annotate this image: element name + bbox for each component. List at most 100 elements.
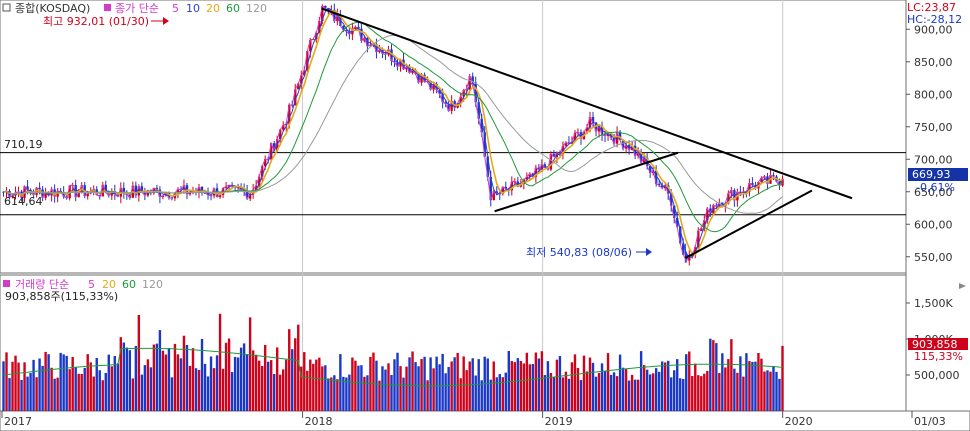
time-axis-ticks: 2017 2018 2019 2020 01/03 bbox=[1, 411, 946, 428]
volume-bar bbox=[742, 376, 745, 411]
volume-bar bbox=[351, 357, 354, 411]
ma-checkbox-icon[interactable] bbox=[104, 4, 111, 11]
volume-bar bbox=[327, 378, 330, 411]
volume-bar bbox=[697, 375, 700, 411]
volume-bar bbox=[513, 362, 517, 411]
volume-bar bbox=[32, 359, 35, 411]
ma60-label: 60 bbox=[226, 2, 240, 15]
candle bbox=[227, 185, 231, 187]
volume-bar bbox=[781, 345, 784, 411]
price-tick-label: 650,00 bbox=[914, 186, 953, 199]
level-614-label: 614,64 bbox=[4, 195, 43, 208]
volume-bar bbox=[727, 359, 730, 411]
volume-bar bbox=[606, 353, 610, 411]
volume-bar bbox=[615, 376, 619, 411]
volume-bar bbox=[122, 342, 126, 411]
volume-bar bbox=[227, 338, 231, 411]
level-710-label: 710,19 bbox=[4, 138, 43, 151]
volume-checkbox-icon[interactable] bbox=[3, 280, 10, 287]
candle bbox=[104, 184, 107, 193]
volume-bar bbox=[651, 373, 655, 411]
volume-bar bbox=[694, 363, 697, 411]
candle bbox=[248, 194, 252, 199]
trendlines bbox=[321, 7, 853, 259]
candle bbox=[2, 191, 5, 193]
candle bbox=[38, 187, 41, 190]
volume-bar bbox=[597, 372, 601, 411]
volume-bar bbox=[438, 364, 441, 411]
candle bbox=[501, 186, 504, 195]
volume-bar bbox=[600, 363, 604, 411]
price-legend: 종합(KOSDAQ) 종가 단순 5 10 20 60 120 bbox=[2, 2, 267, 15]
candle bbox=[417, 73, 420, 83]
volume-bar bbox=[459, 378, 462, 411]
volume-bar bbox=[206, 376, 210, 411]
ma120-line bbox=[3, 34, 783, 214]
volume-bar bbox=[558, 356, 562, 411]
volume-bar bbox=[633, 379, 637, 411]
price-tick-label: 600,00 bbox=[914, 218, 953, 231]
volume-bar bbox=[528, 364, 532, 411]
volume-bar bbox=[62, 354, 65, 411]
scroll-right-icon[interactable] bbox=[959, 283, 966, 289]
volume-bar bbox=[197, 369, 201, 411]
volume-bar bbox=[603, 371, 607, 411]
volume-bar bbox=[624, 369, 628, 411]
volume-bar bbox=[263, 344, 267, 411]
legend-checkbox-icon[interactable] bbox=[2, 3, 11, 12]
volume-bar bbox=[507, 350, 510, 411]
volume-bar bbox=[230, 372, 234, 411]
candle bbox=[272, 143, 276, 151]
volume-bar bbox=[498, 374, 501, 411]
volume-bar bbox=[516, 358, 520, 411]
candle bbox=[254, 185, 258, 190]
volume-bar bbox=[543, 375, 547, 411]
candle bbox=[155, 188, 159, 190]
volume-bar bbox=[5, 352, 8, 411]
vol-ma60-label: 60 bbox=[122, 278, 136, 291]
candle bbox=[564, 142, 568, 146]
candle bbox=[657, 183, 661, 186]
volume-bar bbox=[663, 362, 667, 411]
candle bbox=[471, 76, 474, 83]
volume-bar bbox=[20, 379, 23, 411]
volume-bar bbox=[703, 373, 706, 411]
volume-bar bbox=[660, 361, 664, 411]
price-pane[interactable] bbox=[0, 0, 907, 274]
volume-bar bbox=[161, 350, 165, 411]
candle bbox=[11, 195, 14, 198]
volume-tick-label: 500,000 bbox=[914, 369, 960, 382]
candle bbox=[321, 5, 324, 21]
candle bbox=[621, 139, 625, 149]
candle bbox=[62, 191, 65, 197]
volume-bar bbox=[155, 343, 159, 411]
lc-value: LC:23,87 bbox=[907, 1, 956, 14]
volume-bar bbox=[35, 377, 38, 411]
volume-bar bbox=[522, 363, 526, 411]
candle bbox=[441, 93, 444, 103]
volume-bar bbox=[570, 362, 574, 411]
candle bbox=[348, 31, 351, 35]
rising-trendline-2 bbox=[684, 189, 813, 259]
volume-bar bbox=[519, 360, 523, 411]
x-axis-panel bbox=[0, 410, 970, 431]
time-tick-label: 2020 bbox=[785, 415, 813, 428]
volume-bar bbox=[679, 378, 682, 411]
volume-bar bbox=[778, 378, 781, 411]
volume-bar bbox=[549, 372, 553, 411]
vol-ma120-label: 120 bbox=[142, 278, 163, 291]
volume-bar bbox=[411, 351, 414, 411]
volume-bar bbox=[432, 368, 435, 411]
candle bbox=[462, 90, 465, 97]
price-tick-label: 800,00 bbox=[914, 88, 953, 101]
last-change: -0,61% bbox=[916, 181, 955, 194]
volume-bar bbox=[336, 379, 339, 411]
volume-bar bbox=[236, 357, 240, 411]
volume-bar bbox=[44, 351, 47, 411]
candle bbox=[176, 189, 180, 194]
candle bbox=[573, 132, 577, 142]
candle bbox=[107, 192, 110, 196]
candle bbox=[700, 228, 703, 231]
volume-bar bbox=[564, 371, 568, 411]
